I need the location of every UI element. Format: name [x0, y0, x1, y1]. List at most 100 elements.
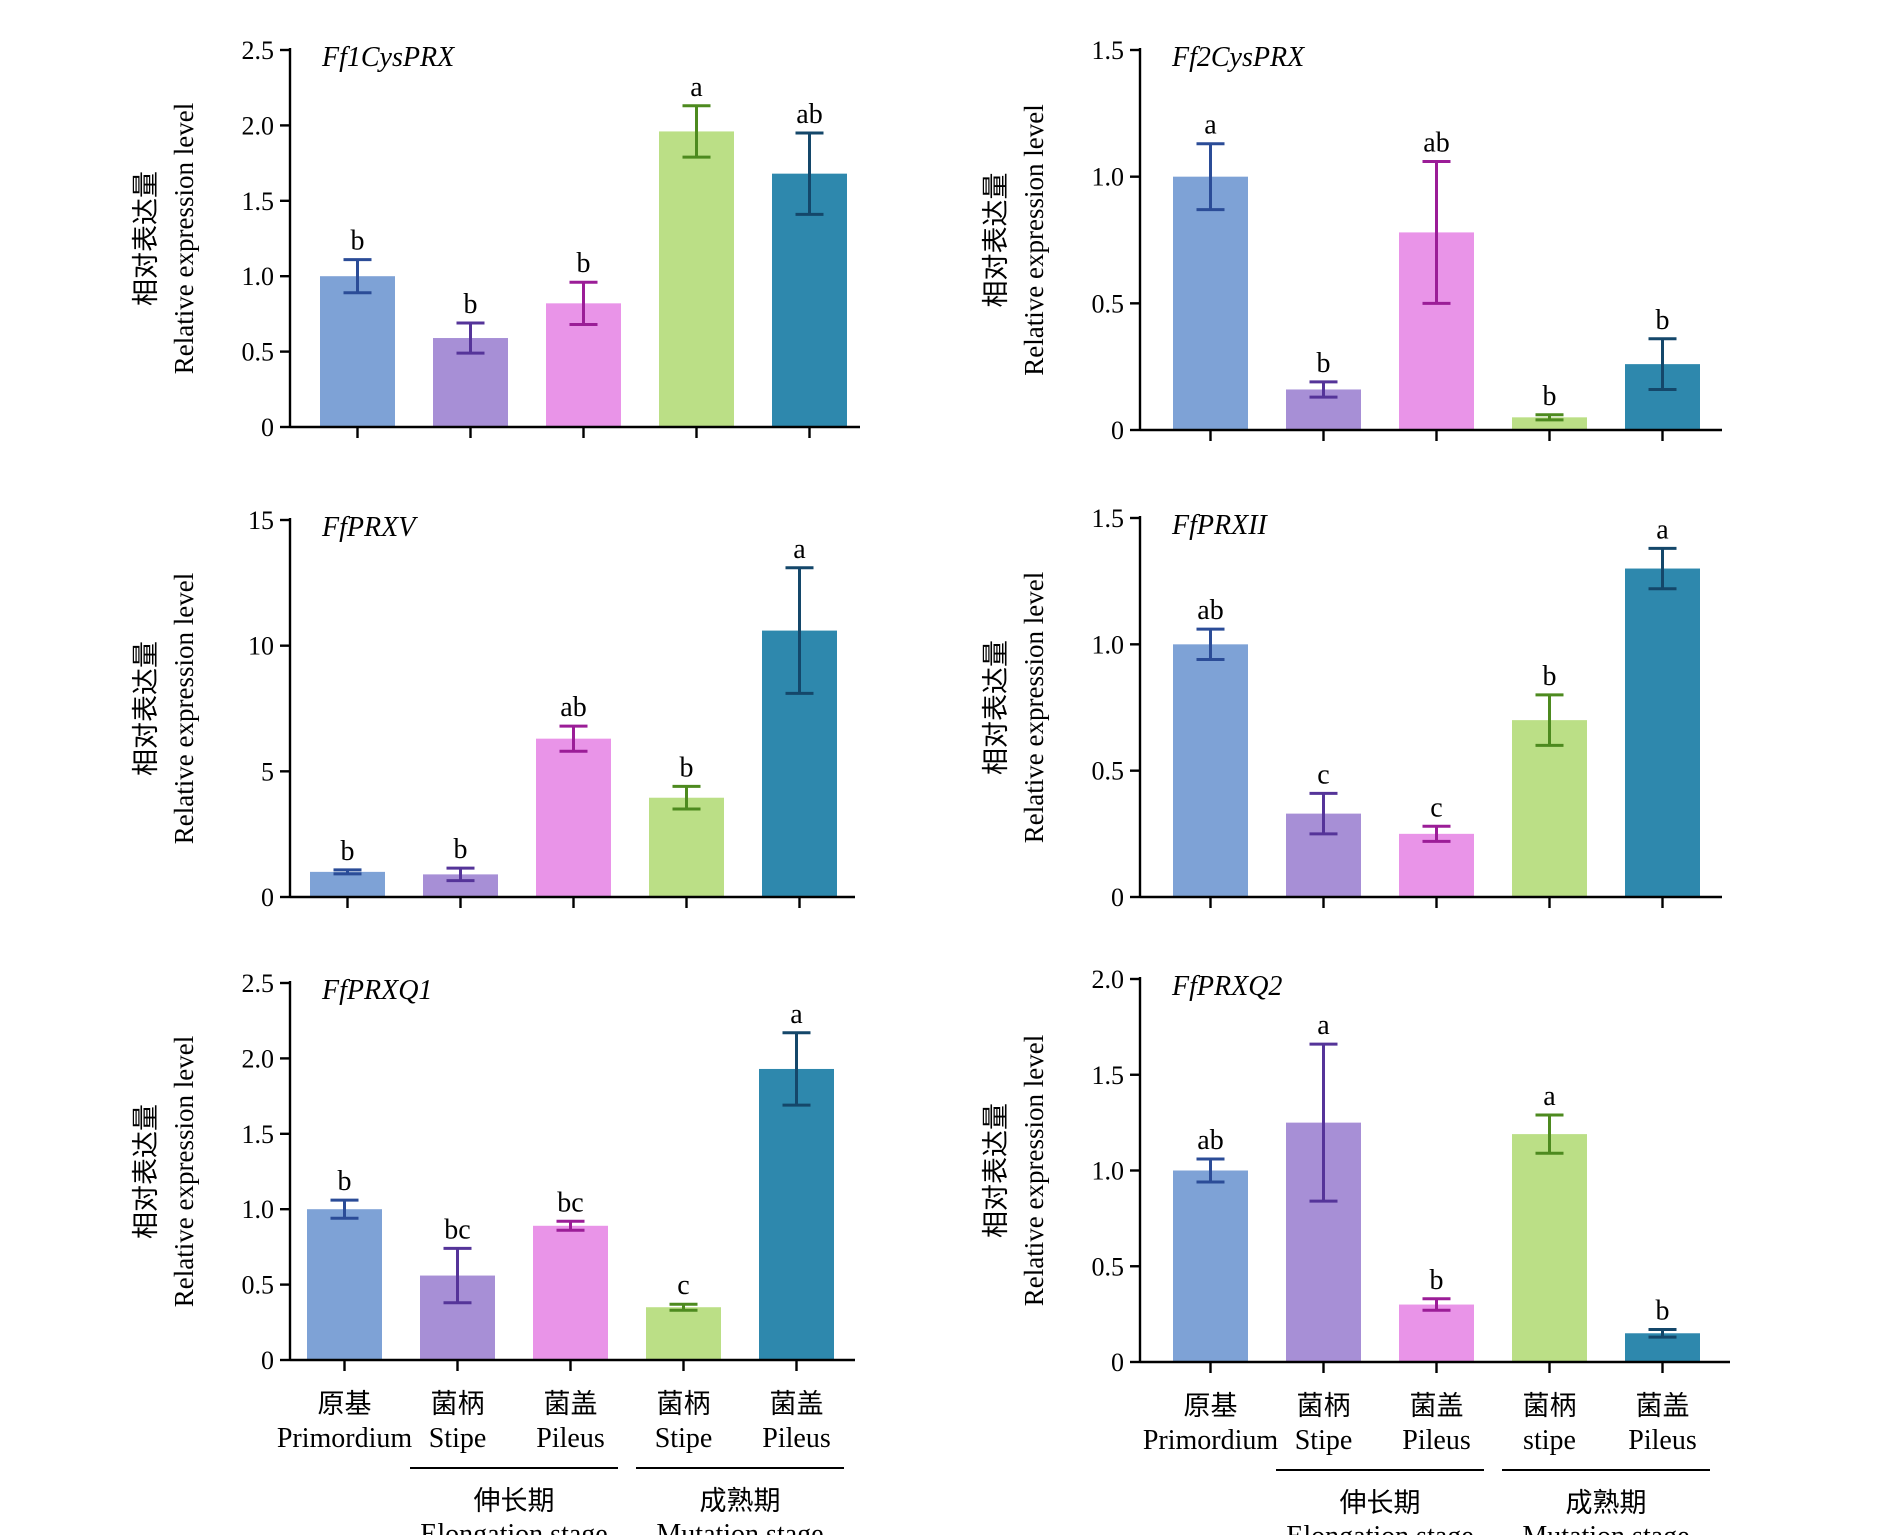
y-tick-label: 0.5: [242, 338, 275, 367]
y-tick-label: 1.5: [242, 187, 275, 216]
significance-label: a: [1204, 110, 1217, 141]
error-bar: [1309, 1042, 1338, 1203]
category-label-en: Stipe: [655, 1423, 713, 1454]
significance-label: c: [1317, 759, 1329, 790]
error-bar: [1422, 1297, 1451, 1312]
y-tick-label: 0: [1111, 1348, 1124, 1377]
error-bar: [669, 1302, 698, 1312]
error-bar: [1648, 337, 1677, 391]
significance-label: a: [1543, 1081, 1556, 1112]
significance-label: ab: [796, 99, 822, 130]
error-bar: [1422, 159, 1451, 305]
bar: [1625, 568, 1700, 897]
y-axis-title-zh: 相对表达量: [131, 1104, 162, 1239]
category-label-zh: 菌柄: [657, 1389, 711, 1420]
y-tick-label: 10: [248, 632, 274, 661]
category-label-en: Primordium: [1143, 1425, 1279, 1456]
category-label-zh: 菌柄: [1297, 1391, 1351, 1422]
bar: [1512, 417, 1587, 430]
gene-name: FfPRXQ2: [1171, 971, 1282, 1002]
significance-label: a: [690, 72, 703, 103]
significance-label: a: [1656, 514, 1669, 545]
bar: [772, 173, 847, 427]
significance-label: b: [351, 226, 365, 257]
significance-label: b: [464, 289, 478, 320]
y-tick-label: 1.0: [1092, 163, 1125, 192]
error-bar: [672, 784, 701, 811]
group-label-zh: 伸长期: [474, 1486, 555, 1517]
bar: [1512, 720, 1587, 897]
y-axis-title-en: Relative expression level: [1019, 1035, 1049, 1306]
gene-name: FfPRXV: [321, 512, 418, 543]
significance-label: ab: [1197, 595, 1223, 626]
gene-name: Ff1CysPRX: [321, 42, 455, 73]
bar: [659, 131, 734, 427]
significance-label: ab: [1423, 127, 1449, 158]
y-tick-label: 0.5: [1092, 757, 1125, 786]
error-bar: [1422, 824, 1451, 843]
y-tick-label: 2.0: [242, 111, 275, 140]
group-label-en: Elongation stage: [1286, 1521, 1473, 1535]
category-label-en: Pileus: [1628, 1425, 1696, 1456]
category-label-en: Stipe: [429, 1423, 487, 1454]
y-tick-label: 0: [261, 1346, 274, 1375]
y-tick-label: 1.0: [242, 262, 275, 291]
y-tick-label: 0: [261, 883, 274, 912]
error-bar: [569, 280, 598, 326]
bar: [533, 1225, 608, 1360]
bar: [310, 871, 385, 897]
group-label-zh: 成熟期: [1566, 1488, 1647, 1519]
panel-FfPRXII: ab c c b a 0 0.5 1.0 1.5 FfPRXII 相对表达量 Relative exp…: [981, 504, 1722, 912]
group-label-en: Elongation stage: [420, 1519, 607, 1535]
gene-name: Ff2CysPRX: [1171, 42, 1305, 73]
y-tick-label: 2.0: [1092, 965, 1125, 994]
bar: [1173, 176, 1248, 430]
error-bar: [782, 1031, 811, 1107]
significance-label: b: [454, 834, 468, 865]
significance-label: c: [677, 1270, 689, 1301]
bar: [1173, 644, 1248, 897]
category-labels-left: 原基Primordium菌柄Stipe菌盖Pileus菌柄Stipe菌盖Pile…: [277, 1389, 844, 1535]
significance-label: a: [790, 999, 803, 1030]
y-axis-title-zh: 相对表达量: [131, 171, 162, 306]
significance-label: b: [680, 752, 694, 783]
category-label-en: Pileus: [762, 1423, 830, 1454]
significance-label: b: [1543, 381, 1557, 412]
y-tick-label: 1.0: [1092, 630, 1125, 659]
y-tick-label: 1.5: [1092, 1061, 1125, 1090]
y-tick-label: 0: [1111, 416, 1124, 445]
error-bar: [682, 104, 711, 159]
error-bar: [1535, 1113, 1564, 1155]
bar: [307, 1209, 382, 1360]
significance-label: b: [1543, 661, 1557, 692]
error-bar: [1196, 142, 1225, 212]
bar: [423, 874, 498, 897]
y-tick-label: 1.0: [242, 1195, 275, 1224]
error-bar: [443, 1246, 472, 1305]
panel-FfPRXV: b b ab b a 0 5 10 15 FfPRXV 相对表达量 Relative expressi…: [131, 506, 855, 912]
bar: [1512, 1134, 1587, 1362]
error-bar: [1648, 546, 1677, 591]
y-tick-label: 1.5: [1092, 36, 1125, 65]
error-bar: [795, 131, 824, 216]
group-label-zh: 伸长期: [1340, 1488, 1421, 1519]
bar: [759, 1068, 834, 1360]
significance-label: ab: [1197, 1125, 1223, 1156]
significance-label: a: [793, 534, 806, 565]
significance-label: b: [341, 836, 355, 867]
error-bar: [1309, 791, 1338, 836]
error-bar: [1196, 627, 1225, 661]
significance-label: b: [338, 1166, 352, 1197]
significance-label: a: [1317, 1010, 1330, 1041]
error-bar: [556, 1219, 585, 1232]
y-tick-label: 1.5: [242, 1120, 275, 1149]
error-bar: [330, 1198, 359, 1220]
category-label-zh: 原基: [1184, 1391, 1238, 1422]
bar: [320, 276, 395, 427]
y-axis-title-zh: 相对表达量: [131, 641, 162, 776]
y-tick-label: 0.5: [242, 1271, 275, 1300]
error-bar: [1648, 1327, 1677, 1339]
